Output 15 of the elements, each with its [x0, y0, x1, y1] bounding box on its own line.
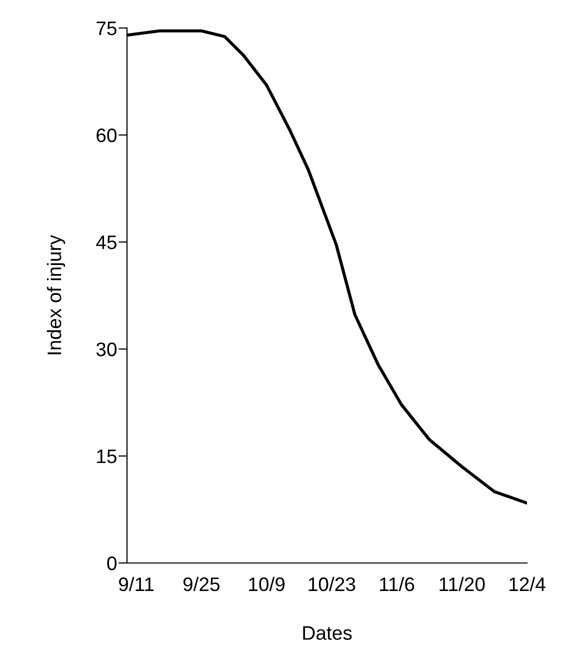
x-tick-label: 9/11 [119, 576, 154, 592]
y-tick-label: 75 [96, 22, 116, 36]
x-tick-label: 12/4 [510, 576, 546, 592]
x-tick-label: 10/23 [308, 576, 356, 592]
y-tick-label: 45 [96, 236, 116, 250]
x-axis-title: Dates [303, 626, 352, 640]
x-tick-label: 10/9 [249, 576, 285, 592]
y-tick-label: 60 [96, 128, 117, 142]
y-tick-label: 0 [107, 556, 117, 570]
y-axis-title: Index of injury [46, 235, 66, 354]
x-tick-label: 11/6 [380, 576, 414, 592]
y-tick-label: 15 [97, 450, 116, 464]
x-tick-label: 9/25 [183, 576, 220, 592]
x-tick-label: 11/20 [440, 576, 485, 592]
y-tick-label: 30 [96, 342, 117, 356]
